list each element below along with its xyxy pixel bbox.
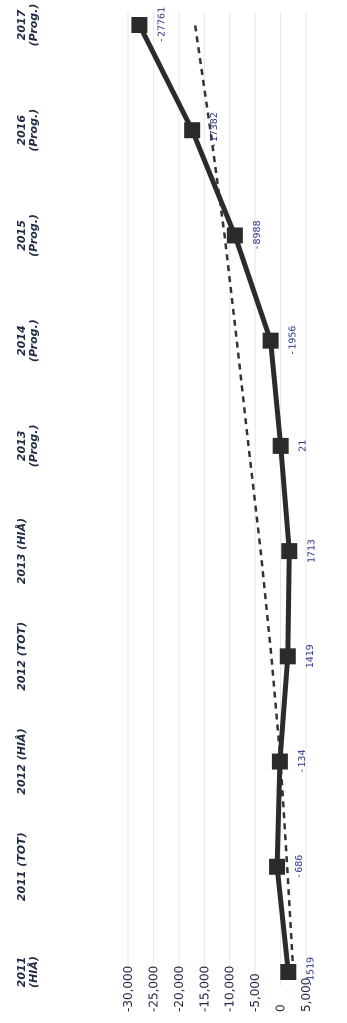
value-axis: -30,000 -25,000 -20,000 -15,000 -10,000 -5,00… (121, 966, 313, 1012)
category-label: 2013 (HIÅ) (15, 518, 28, 584)
category-label: 2017 (15, 9, 28, 40)
category-label: 2015 (15, 220, 28, 251)
data-point (281, 543, 298, 560)
category-label: 2012 (TOT) (15, 622, 28, 691)
category-label: (Prog.) (27, 4, 40, 47)
data-label: -17382 (209, 112, 220, 148)
data-label: 1419 (305, 644, 316, 668)
value-tick-label: -25,000 (146, 966, 160, 1012)
category-label: (Prog.) (27, 214, 40, 257)
category-label: 2014 (15, 325, 28, 356)
data-labels: -1519 -686 -134 1419 1713 21 -1956 -8988 -17382 -… (156, 7, 317, 987)
value-tick-label: -20,000 (172, 966, 186, 1012)
data-point (271, 753, 288, 770)
category-label: (Prog.) (27, 109, 40, 152)
category-label: (HIÅ) (27, 956, 40, 988)
data-label: 21 (298, 440, 309, 452)
value-tick-label: 5,000 (299, 978, 313, 1012)
series-markers (131, 17, 298, 980)
value-tick-label: -30,000 (121, 966, 135, 1012)
data-label: -27761 (156, 7, 167, 43)
data-point (226, 227, 243, 244)
value-tick-label: -10,000 (223, 966, 237, 1012)
data-label: -1956 (288, 326, 299, 356)
trendline (193, 24, 295, 973)
category-label: (Prog.) (27, 424, 40, 467)
data-point (131, 17, 148, 33)
data-point (279, 648, 296, 665)
value-tick-label: 0 (274, 1004, 288, 1012)
data-point (269, 858, 286, 875)
category-axis: 2011 (HIÅ) 2011 (TOT) 2012 (HIÅ) 2012 (TOT) 2… (15, 4, 40, 988)
category-label: 2011 (TOT) (15, 832, 28, 901)
data-label: -1519 (305, 957, 316, 987)
series-line (137, 23, 292, 973)
data-label: -686 (294, 855, 305, 879)
category-label: 2013 (15, 430, 28, 461)
data-label: -8988 (252, 220, 263, 250)
value-tick-label: -15,000 (197, 966, 211, 1012)
data-point (262, 332, 279, 349)
data-point (184, 122, 201, 139)
data-point (280, 964, 297, 980)
category-label: 2011 (15, 957, 28, 988)
data-point (272, 437, 289, 454)
data-label: 1713 (306, 539, 317, 563)
category-label: 2012 (HIÅ) (15, 728, 28, 794)
data-label: -134 (297, 750, 308, 774)
category-label: 2016 (15, 115, 28, 146)
value-tick-label: -5,000 (248, 973, 262, 1012)
category-label: (Prog.) (27, 319, 40, 362)
